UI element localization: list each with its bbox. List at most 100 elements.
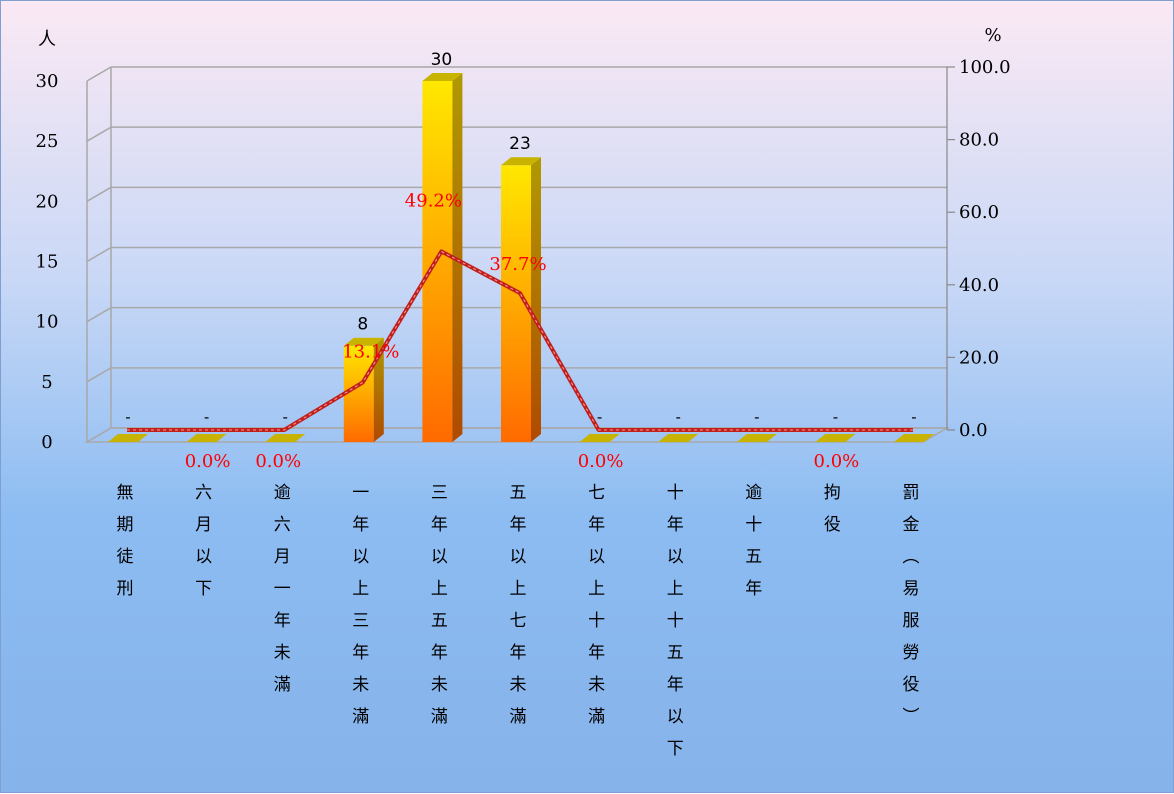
category-label-char: 未 bbox=[352, 675, 369, 695]
category-label-char: 七 bbox=[588, 483, 605, 503]
percent-label: 0.0% bbox=[255, 451, 301, 472]
y-left-tick: 20 bbox=[36, 191, 59, 212]
percent-label: 0.0% bbox=[578, 451, 624, 472]
category-label-char: 年 bbox=[588, 643, 605, 663]
percent-label: 37.7% bbox=[489, 254, 546, 275]
category-label-char: 年 bbox=[588, 515, 605, 535]
bar-value-label: - bbox=[282, 408, 287, 426]
category-label-char: 罰 bbox=[903, 483, 920, 503]
category-label-char: 上 bbox=[510, 579, 527, 599]
category-label-char: 五 bbox=[667, 643, 684, 663]
category-label-char: 逾 bbox=[745, 483, 762, 503]
category-label-char: 上 bbox=[667, 579, 684, 599]
bar-zero bbox=[658, 434, 699, 442]
percent-line bbox=[127, 249, 913, 432]
bar-top bbox=[343, 337, 384, 346]
bar-value-label: 30 bbox=[431, 50, 453, 70]
bar-side bbox=[373, 337, 384, 442]
category-label-char: 六 bbox=[274, 515, 291, 535]
bar-value-label: - bbox=[911, 408, 916, 426]
gridline-depth bbox=[86, 186, 112, 202]
bar-value-label: - bbox=[597, 408, 602, 426]
category-label-char: 月 bbox=[195, 515, 212, 535]
category-label-char: 年 bbox=[745, 579, 762, 599]
category-label-char: 十 bbox=[667, 611, 684, 631]
category-label-char: 以 bbox=[588, 547, 605, 567]
category-label-char: 年 bbox=[510, 515, 527, 535]
category-label-char: 三 bbox=[352, 611, 369, 631]
category-label-char: 七 bbox=[510, 611, 527, 631]
category-label-char: 十 bbox=[588, 611, 605, 631]
category-label-char: 年 bbox=[431, 643, 448, 663]
category-label-char: 未 bbox=[588, 675, 605, 695]
category-label-char: ︵ bbox=[903, 547, 920, 567]
percent-label: 49.2% bbox=[405, 190, 462, 211]
category-label-char: 一 bbox=[352, 483, 369, 503]
bar-side bbox=[452, 73, 463, 442]
category-label-char: 以 bbox=[431, 547, 448, 567]
y-right-tick: 0.0 bbox=[959, 420, 988, 441]
category-label-char: 拘 bbox=[824, 483, 841, 503]
category-label-char: 下 bbox=[667, 739, 684, 759]
category-label-char: 滿 bbox=[274, 675, 291, 695]
bar-value-label: - bbox=[754, 408, 759, 426]
gridline-depth bbox=[86, 367, 112, 383]
category-label-char: 未 bbox=[510, 675, 527, 695]
bar-value-label: - bbox=[675, 408, 680, 426]
category-label-char: 六 bbox=[195, 483, 212, 503]
category-label-char: 年 bbox=[274, 611, 291, 631]
y-right-tick: 100.0 bbox=[959, 57, 1011, 78]
bar-value-label: - bbox=[125, 408, 130, 426]
category-label-char: 五 bbox=[431, 611, 448, 631]
gridline-depth bbox=[86, 307, 112, 323]
category-label-char: 逾 bbox=[274, 483, 291, 503]
bar-zero bbox=[186, 434, 227, 442]
y-right-unit: % bbox=[984, 25, 1001, 46]
category-label-char: 五 bbox=[510, 483, 527, 503]
category-label-char: 下 bbox=[195, 579, 212, 599]
category-label-char: 一 bbox=[274, 579, 291, 599]
category-label-char: ︶ bbox=[903, 707, 920, 727]
category-label-char: 金 bbox=[903, 515, 920, 535]
category-label-char: 無 bbox=[117, 483, 134, 503]
bar-zero bbox=[736, 434, 777, 442]
category-label-char: 上 bbox=[588, 579, 605, 599]
category-label-char: 年 bbox=[352, 643, 369, 663]
gridline-depth bbox=[86, 246, 112, 263]
category-label-char: 期 bbox=[117, 515, 134, 535]
y-left-tick: 0 bbox=[41, 432, 52, 453]
category-label-char: 十 bbox=[667, 483, 684, 503]
category-label-char: 年 bbox=[431, 515, 448, 535]
y-right-tick: 40.0 bbox=[959, 275, 999, 296]
y-left-unit: 人 bbox=[38, 29, 56, 50]
category-label-char: 月 bbox=[274, 547, 291, 567]
percent-label: 0.0% bbox=[814, 451, 860, 472]
category-label-char: 三 bbox=[431, 483, 448, 503]
bar-zero bbox=[894, 434, 934, 442]
bar-zero bbox=[108, 434, 148, 442]
bar-zero bbox=[265, 434, 306, 442]
category-label-char: 上 bbox=[431, 579, 448, 599]
category-label-char: 勞 bbox=[903, 643, 920, 663]
category-label-char: 易 bbox=[903, 579, 920, 599]
bar-zero bbox=[579, 434, 620, 442]
bar-top bbox=[501, 157, 541, 166]
y-right-tick: 60.0 bbox=[959, 202, 999, 223]
y-left-tick: 5 bbox=[41, 372, 52, 393]
category-label-char: 以 bbox=[510, 547, 527, 567]
bar-value-label: - bbox=[204, 408, 209, 426]
category-label-char: 未 bbox=[431, 675, 448, 695]
category-label-char: 以 bbox=[352, 547, 369, 567]
category-label-char: 年 bbox=[667, 515, 684, 535]
category-label-char: 上 bbox=[352, 579, 369, 599]
category-label-char: 滿 bbox=[510, 707, 527, 727]
y-left-tick: 10 bbox=[36, 312, 59, 333]
bar-top bbox=[422, 73, 463, 81]
y-left-tick: 30 bbox=[36, 71, 59, 92]
category-label-char: 十 bbox=[745, 515, 762, 535]
bar-value-label: 23 bbox=[509, 134, 531, 154]
category-label-char: 年 bbox=[352, 515, 369, 535]
bar-zero bbox=[815, 434, 856, 442]
